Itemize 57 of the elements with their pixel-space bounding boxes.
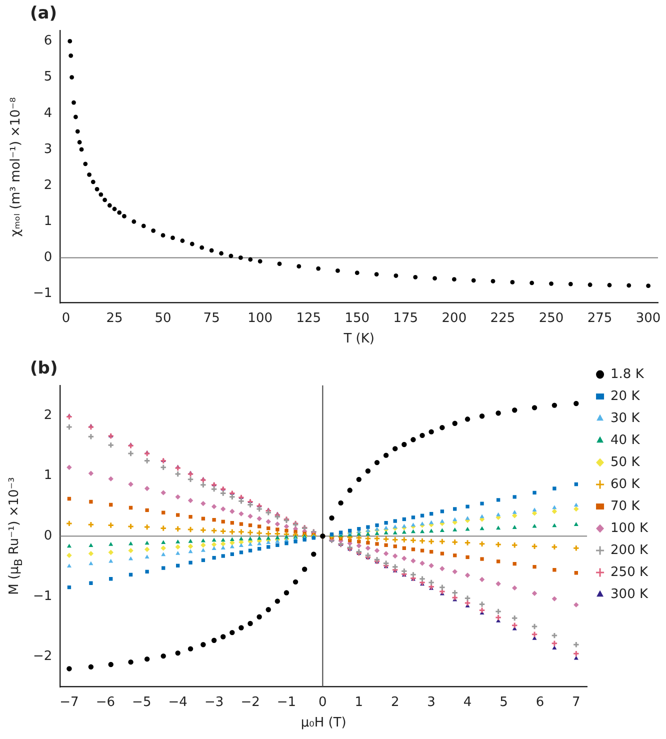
y-tick-label: 2 <box>44 408 52 423</box>
legend-label: 60 K <box>610 476 640 492</box>
x-tick-label: 7 <box>572 694 580 710</box>
x-tick-label: 200 <box>442 310 467 326</box>
legend-label: 40 K <box>610 432 640 448</box>
legend-label: 200 K <box>610 542 648 558</box>
x-tick-label: 5 <box>500 694 508 710</box>
legend-label: 250 K <box>610 564 648 580</box>
x-tick-label: 100 <box>248 310 273 326</box>
x-tick-label: 3 <box>427 694 436 710</box>
legend-label: 70 K <box>610 498 640 514</box>
y-tick-label: 1 <box>44 468 52 484</box>
y-tick-label: 0 <box>44 528 52 544</box>
y-tick-label: −2 <box>32 649 52 664</box>
legend-label: 20 K <box>610 388 640 404</box>
y-tick-label: 4 <box>44 106 52 121</box>
x-tick-label: −1 <box>276 694 296 710</box>
legend-label: 30 K <box>610 410 640 426</box>
x-tick-label: 25 <box>106 310 123 326</box>
y-tick-label: 6 <box>44 34 52 49</box>
x-tick-label: 125 <box>296 310 322 326</box>
y-tick-label: 0 <box>44 250 52 266</box>
chart-title: (a) <box>30 4 58 24</box>
x-tick-label: 6 <box>536 694 544 710</box>
legend-label: 300 K <box>610 586 648 602</box>
y-tick-label: −1 <box>32 286 52 302</box>
x-tick-label: 0 <box>62 310 70 326</box>
y-tick-label: −1 <box>32 588 52 604</box>
x-tick-label: 4 <box>463 694 472 710</box>
x-tick-label: 250 <box>538 310 564 326</box>
x-tick-label: −6 <box>96 694 116 710</box>
y-tick-label: 2 <box>44 178 52 193</box>
x-axis-title: T (K) <box>342 332 374 347</box>
x-tick-label: −4 <box>168 694 188 710</box>
x-tick-label: 50 <box>154 310 172 326</box>
x-tick-label: 175 <box>393 310 418 326</box>
legend-label: 1.8 K <box>610 366 644 382</box>
x-tick-label: −2 <box>240 694 260 710</box>
x-tick-label: 150 <box>344 310 370 326</box>
y-tick-label: 5 <box>44 70 52 85</box>
x-tick-label: 1 <box>354 694 364 710</box>
legend-label: 50 K <box>610 454 640 470</box>
x-tick-label: −5 <box>132 694 152 710</box>
x-tick-label: 75 <box>203 310 220 326</box>
x-tick-label: −3 <box>204 694 224 710</box>
y-axis-title: χₘₒₗ (m³ mol⁻¹) ×10⁻⁸ <box>8 96 24 236</box>
x-tick-label: 300 <box>636 310 661 326</box>
x-tick-label: 225 <box>490 310 516 326</box>
legend-label: 100 K <box>610 520 648 536</box>
chart-title: (b) <box>30 358 58 379</box>
x-tick-label: 0 <box>318 694 327 710</box>
x-tick-label: 275 <box>587 310 612 326</box>
x-tick-label: −7 <box>60 694 79 710</box>
x-tick-label: 2 <box>390 694 400 710</box>
x-axis-title: μ₀H (T) <box>300 716 346 731</box>
y-tick-label: 3 <box>44 142 52 157</box>
y-tick-label: 1 <box>44 214 52 229</box>
